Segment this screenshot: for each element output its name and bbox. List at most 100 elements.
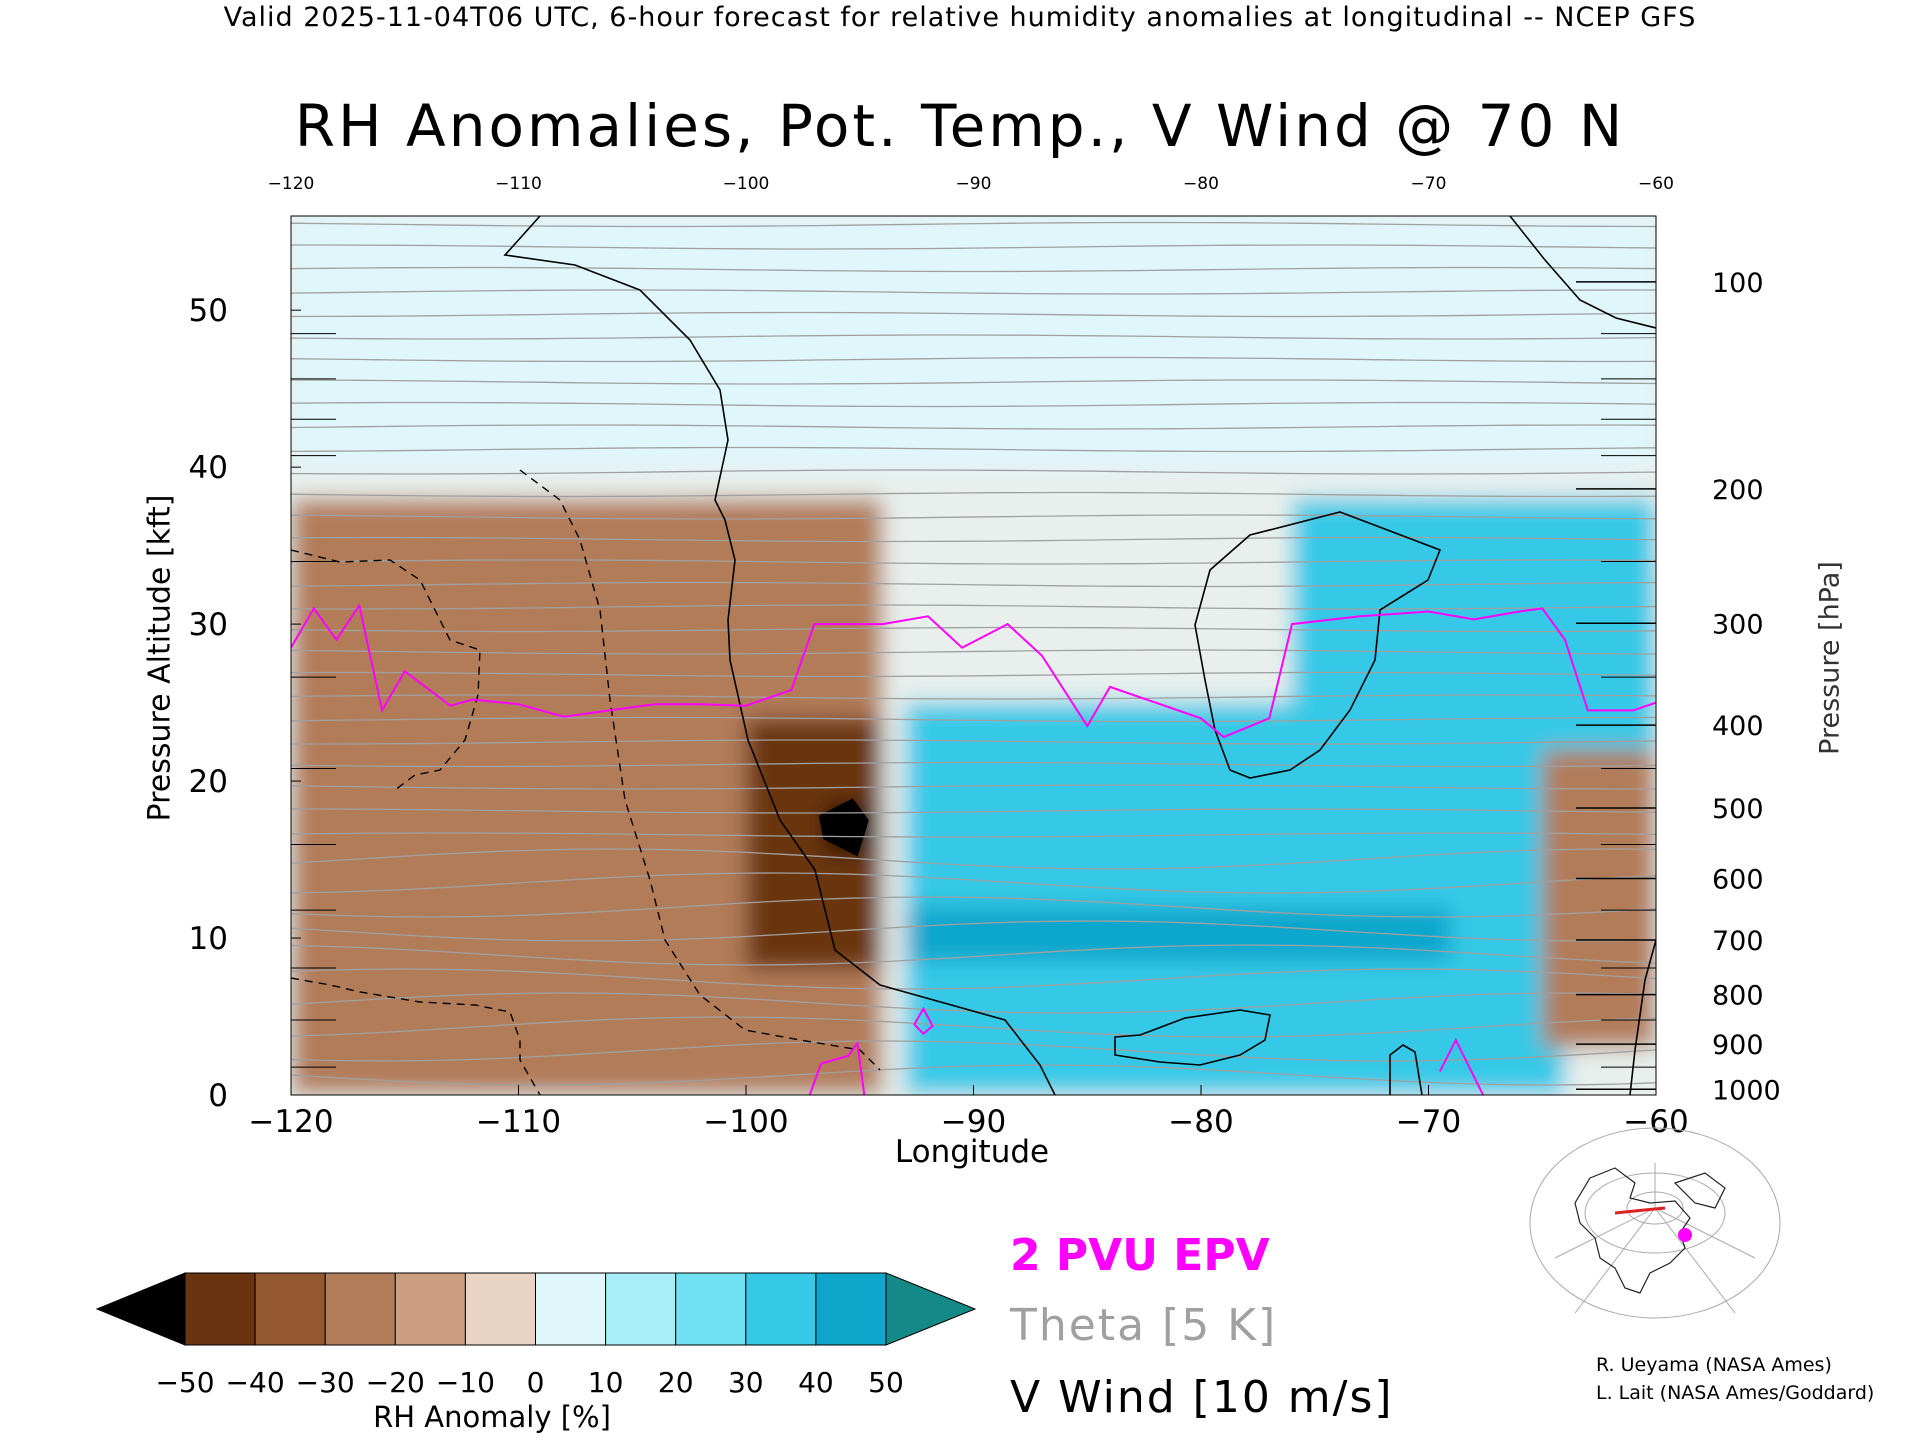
theta-contours (291, 221, 1656, 1086)
colorbar-tick-label: −50 (155, 1366, 214, 1399)
theta-contour (291, 872, 1656, 894)
theta-contour (291, 896, 1656, 918)
v-wind-contour (1509, 216, 1656, 329)
theta-contour (291, 832, 1656, 838)
x-tick-label: −70 (1396, 1104, 1461, 1140)
theta-contour (291, 716, 1656, 723)
y-right-tick-label: 400 (1712, 711, 1764, 742)
y-right-tick-label: 200 (1712, 475, 1764, 506)
colorbar-tick-label: −10 (436, 1366, 495, 1399)
colorbar-segment (184, 1272, 256, 1346)
y-tick-label: 20 (189, 764, 228, 800)
anomaly-region (291, 216, 1656, 468)
y-axis-label-left: Pressure Altitude [kft] (142, 494, 178, 822)
theta-contour (291, 356, 1656, 363)
colorbar-over-triangle (885, 1272, 977, 1346)
x-top-tick-label: −70 (1411, 174, 1447, 194)
x-top-tick-label: −110 (495, 174, 542, 194)
epv-2pvu-layer (291, 602, 1656, 1095)
theta-contour (291, 920, 1656, 942)
colorbar-segment (254, 1272, 326, 1346)
epv-2pvu-line (1438, 1037, 1484, 1095)
y-right-tick-label: 1000 (1712, 1075, 1781, 1106)
theta-contour (291, 944, 1656, 966)
theta-contour (291, 968, 1656, 990)
x-top-tick-label: −90 (956, 174, 992, 194)
v-wind-contour (503, 216, 1056, 1095)
x-tick-label: −120 (248, 1104, 333, 1140)
legend-theta: Theta [5 K] (1010, 1300, 1278, 1351)
colorbar-segment (535, 1272, 607, 1346)
locator-map (1529, 1127, 1781, 1319)
y-tick-label: 30 (189, 607, 228, 643)
theta-contour (291, 559, 1656, 565)
credit-line: L. Lait (NASA Ames/Goddard) (1596, 1382, 1875, 1404)
theta-contour (291, 1040, 1656, 1062)
colorbar-tick-label: 40 (798, 1366, 834, 1399)
theta-contour (291, 1064, 1656, 1086)
x-top-tick-label: −120 (268, 174, 315, 194)
y-axis-label-right: Pressure [hPa] (1814, 561, 1846, 755)
colorbar-tick-label: −40 (226, 1366, 285, 1399)
colorbar-tick-label: 20 (658, 1366, 694, 1399)
y-right-tick-label: 100 (1712, 268, 1764, 299)
rh-anomaly-field (291, 216, 1656, 1095)
theta-contour (291, 446, 1656, 453)
theta-contour (291, 784, 1656, 790)
y-tick-label: 10 (189, 921, 228, 957)
x-tick-label: −60 (1623, 1104, 1688, 1140)
colorbar-segment (464, 1272, 536, 1346)
anomaly-region (905, 906, 1452, 962)
anomaly-region (1292, 498, 1656, 750)
theta-contour (291, 536, 1656, 543)
theta-contour (291, 311, 1656, 318)
colorbar: −50 −40 −30 −20 −10 0 10 20 30 40 50 (95, 1272, 977, 1399)
theta-contour (291, 491, 1656, 498)
anomaly-region (905, 702, 1565, 1095)
theta-contour (291, 424, 1656, 430)
v-wind-contours (291, 216, 1656, 1095)
x-tick-label: −100 (703, 1104, 788, 1140)
legend-epv: 2 PVU EPV (1010, 1230, 1270, 1281)
y-right-tick-label: 900 (1712, 1030, 1764, 1061)
colorbar-tick-label: 0 (527, 1366, 545, 1399)
colorbar-tick-label: −30 (296, 1366, 355, 1399)
colorbar-segment (675, 1272, 747, 1346)
colorbar-label: RH Anomaly [%] (373, 1400, 611, 1434)
theta-contour (291, 808, 1656, 814)
theta-contour (291, 401, 1656, 408)
theta-contour (291, 1016, 1656, 1038)
colorbar-tick-label: 10 (588, 1366, 624, 1399)
epv-2pvu-line (913, 1006, 934, 1036)
colorbar-tick-label: −20 (366, 1366, 425, 1399)
forecast-header: Valid 2025-11-04T06 UTC, 6-hour forecast… (223, 2, 1697, 33)
theta-contour (291, 514, 1656, 520)
theta-contour (291, 739, 1656, 745)
y-tick-label: 40 (189, 450, 228, 486)
credit-line: R. Ueyama (NASA Ames) (1596, 1354, 1832, 1376)
v-wind-contour-negative (291, 977, 541, 1095)
theta-contour (291, 289, 1656, 295)
epv-2pvu-line (808, 1040, 866, 1095)
theta-contour (291, 244, 1656, 250)
theta-contour (291, 761, 1656, 768)
y-right-tick-label: 800 (1712, 981, 1764, 1012)
theta-contour (291, 334, 1656, 340)
colorbar-tick-label: 50 (868, 1366, 904, 1399)
theta-contour (291, 221, 1656, 228)
colorbar-segment (605, 1272, 677, 1346)
y-right-tick-label: 600 (1712, 864, 1764, 895)
colorbar-segment (815, 1272, 887, 1346)
y-right-tick-label: 500 (1712, 794, 1764, 825)
theta-contour (291, 671, 1656, 678)
x-top-tick-label: −100 (723, 174, 770, 194)
v-wind-contour (1194, 511, 1442, 779)
v-wind-contour (1389, 1044, 1423, 1095)
colorbar-under-triangle (95, 1272, 186, 1346)
theta-contour (291, 379, 1656, 385)
theta-contour (291, 626, 1656, 633)
theta-contour (291, 266, 1656, 273)
v-wind-contour (1114, 1009, 1271, 1066)
x-top-tick-label: −60 (1638, 174, 1674, 194)
